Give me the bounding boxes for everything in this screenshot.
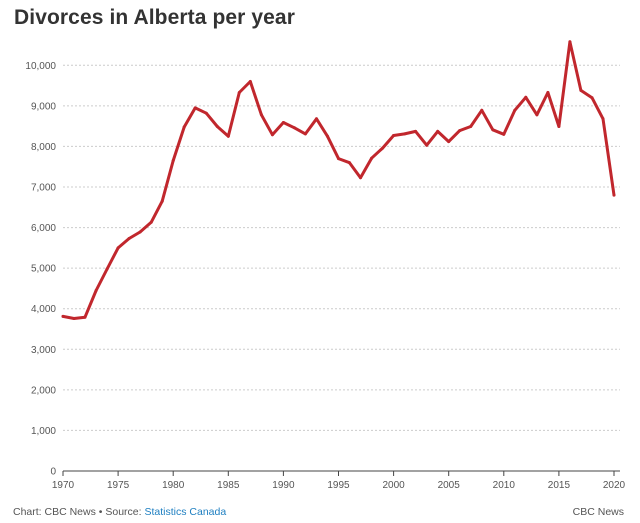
data-point — [381, 146, 385, 150]
y-tick-label: 8,000 — [31, 142, 56, 153]
y-tick-label: 3,000 — [31, 345, 56, 356]
data-point — [480, 108, 484, 112]
data-point — [116, 246, 120, 250]
x-tick-label: 1985 — [217, 480, 240, 491]
data-point — [447, 140, 451, 144]
x-tick-label: 2000 — [382, 480, 405, 491]
data-point — [315, 117, 318, 121]
data-point — [226, 134, 230, 138]
chart-by-text: Chart: CBC News — [13, 506, 96, 518]
x-tick-label: 2005 — [438, 480, 461, 491]
y-axis-tick-labels: 0 1,000 2,000 3,000 4,000 5,000 6,000 7,000 8,00… — [25, 61, 56, 478]
data-point — [359, 176, 362, 180]
data-point — [270, 133, 274, 137]
data-point — [579, 88, 583, 92]
data-point — [215, 125, 219, 128]
data-point — [138, 230, 142, 234]
chart-credit: Chart: CBC News • Source: Statistics Can… — [13, 506, 226, 518]
data-point — [392, 134, 396, 137]
data-point — [193, 106, 197, 110]
x-tick-label: 2010 — [493, 480, 516, 491]
data-point — [403, 132, 407, 136]
y-tick-label: 4,000 — [31, 304, 56, 315]
data-point — [414, 129, 418, 133]
x-tick-label: 1990 — [272, 480, 295, 491]
line-chart: 0 1,000 2,000 3,000 4,000 5,000 6,000 7,000 8,00… — [25, 40, 626, 491]
gridlines — [63, 64, 620, 431]
data-point — [425, 143, 429, 147]
y-tick-label: 6,000 — [31, 223, 56, 234]
data-point — [127, 237, 131, 240]
data-point — [171, 159, 175, 163]
x-axis-tick-labels: 1970 1975 1980 1985 1990 1995 2000 2005 2010 2015… — [52, 480, 626, 491]
x-tick-label: 1980 — [162, 480, 185, 491]
data-point — [105, 267, 109, 271]
data-point — [436, 129, 440, 133]
x-tick-label: 1970 — [52, 480, 75, 491]
y-tick-label: 9,000 — [31, 101, 56, 112]
data-point — [502, 132, 506, 136]
y-tick-label: 1,000 — [31, 426, 56, 437]
series-line — [61, 40, 616, 320]
y-tick-label: 10,000 — [25, 61, 56, 72]
data-point — [568, 40, 572, 44]
source-link[interactable]: Statistics Canada — [144, 506, 227, 518]
data-point — [182, 125, 186, 129]
y-tick-label: 2,000 — [31, 385, 56, 396]
data-point — [469, 125, 473, 128]
data-point — [535, 113, 539, 117]
data-point — [513, 108, 517, 112]
data-point — [259, 113, 263, 117]
data-point — [281, 121, 285, 124]
data-point — [491, 128, 495, 132]
data-point — [524, 95, 528, 99]
data-point — [248, 80, 252, 83]
data-series — [61, 40, 616, 320]
x-tick-label: 1975 — [107, 480, 130, 491]
data-point — [303, 132, 307, 136]
data-point — [149, 220, 153, 224]
x-tick-label: 2020 — [603, 480, 626, 491]
brand-credit: CBC News — [572, 506, 624, 518]
y-tick-label: 5,000 — [31, 264, 56, 275]
data-point — [83, 315, 87, 319]
data-point — [557, 125, 561, 128]
data-point — [160, 199, 164, 203]
data-point — [72, 317, 76, 320]
x-tick-label: 1995 — [327, 480, 350, 491]
data-point — [94, 289, 98, 292]
x-tick-label: 2015 — [548, 480, 571, 491]
chart-title: Divorces in Alberta per year — [14, 6, 295, 29]
separator-dot: • — [95, 506, 106, 518]
data-point — [546, 91, 550, 94]
data-point — [348, 161, 351, 165]
data-point — [61, 314, 65, 318]
data-point — [601, 117, 605, 121]
data-point — [237, 91, 241, 94]
data-point — [612, 193, 616, 197]
data-point — [204, 111, 208, 115]
data-point — [292, 126, 296, 130]
data-point — [590, 96, 594, 100]
data-point — [326, 134, 329, 138]
source-prefix: Source: — [105, 506, 145, 518]
x-axis — [62, 470, 620, 476]
data-point — [337, 157, 340, 161]
data-point — [370, 156, 374, 160]
y-tick-label: 7,000 — [31, 183, 56, 194]
data-point — [458, 129, 462, 133]
y-tick-label: 0 — [50, 467, 56, 478]
